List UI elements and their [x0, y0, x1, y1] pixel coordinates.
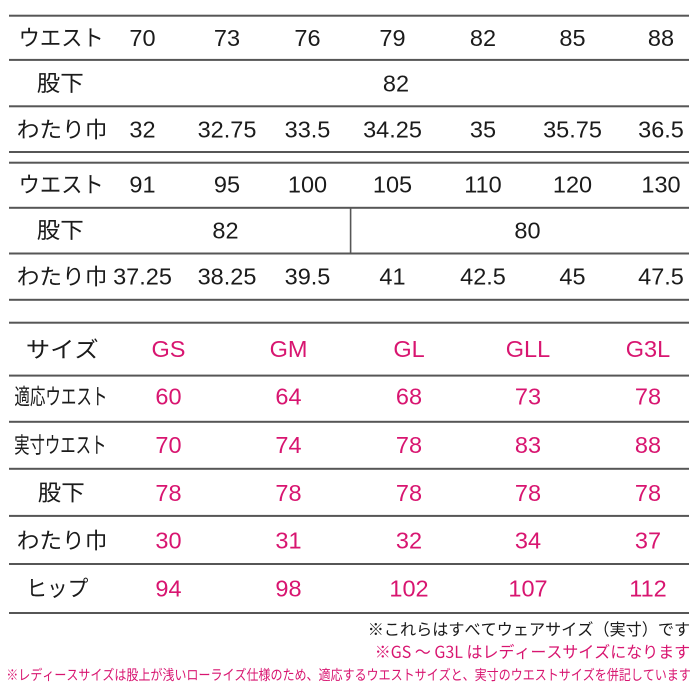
- svg-text:70: 70: [129, 25, 155, 51]
- svg-text:73: 73: [214, 25, 240, 51]
- svg-text:GLL: GLL: [506, 336, 550, 362]
- svg-text:82: 82: [383, 71, 409, 97]
- svg-text:100: 100: [288, 172, 327, 198]
- svg-text:130: 130: [641, 172, 680, 198]
- svg-text:82: 82: [470, 25, 496, 51]
- svg-text:78: 78: [155, 480, 181, 506]
- svg-text:30: 30: [155, 528, 181, 554]
- svg-text:64: 64: [275, 384, 301, 410]
- svg-text:95: 95: [214, 172, 240, 198]
- svg-text:32: 32: [129, 117, 155, 143]
- svg-text:34.25: 34.25: [363, 117, 422, 143]
- svg-text:102: 102: [389, 575, 428, 601]
- svg-text:120: 120: [553, 172, 592, 198]
- svg-text:35: 35: [470, 117, 496, 143]
- svg-text:41: 41: [379, 264, 405, 290]
- svg-text:37: 37: [635, 528, 661, 554]
- svg-text:83: 83: [515, 432, 541, 458]
- svg-text:79: 79: [379, 25, 405, 51]
- svg-text:34: 34: [515, 528, 541, 554]
- svg-text:G3L: G3L: [626, 336, 670, 362]
- svg-text:45: 45: [559, 264, 585, 290]
- svg-text:85: 85: [559, 25, 585, 51]
- svg-text:91: 91: [129, 172, 155, 198]
- svg-text:32: 32: [396, 528, 422, 554]
- svg-text:110: 110: [464, 172, 501, 198]
- svg-text:88: 88: [635, 432, 661, 458]
- svg-text:GL: GL: [393, 336, 424, 362]
- svg-text:60: 60: [155, 384, 181, 410]
- svg-text:82: 82: [212, 218, 238, 244]
- svg-text:38.25: 38.25: [198, 264, 257, 290]
- svg-text:105: 105: [373, 172, 412, 198]
- svg-text:78: 78: [396, 480, 422, 506]
- svg-text:32.75: 32.75: [198, 117, 257, 143]
- svg-text:98: 98: [275, 575, 301, 601]
- svg-text:74: 74: [275, 432, 301, 458]
- svg-text:73: 73: [515, 384, 541, 410]
- svg-text:70: 70: [155, 432, 181, 458]
- svg-text:80: 80: [514, 218, 540, 244]
- svg-text:88: 88: [648, 25, 674, 51]
- svg-text:78: 78: [635, 480, 661, 506]
- svg-text:GS: GS: [152, 336, 186, 362]
- svg-text:37.25: 37.25: [113, 264, 172, 290]
- svg-text:78: 78: [396, 432, 422, 458]
- svg-text:68: 68: [396, 384, 422, 410]
- svg-text:GM: GM: [270, 336, 308, 362]
- svg-text:31: 31: [275, 528, 301, 554]
- svg-text:39.5: 39.5: [285, 264, 331, 290]
- svg-text:78: 78: [635, 384, 661, 410]
- svg-text:35.75: 35.75: [543, 117, 602, 143]
- svg-text:78: 78: [515, 480, 541, 506]
- svg-text:47.5: 47.5: [638, 264, 684, 290]
- svg-text:76: 76: [294, 25, 320, 51]
- svg-text:107: 107: [508, 575, 547, 601]
- svg-text:36.5: 36.5: [638, 117, 684, 143]
- svg-text:78: 78: [275, 480, 301, 506]
- svg-text:112: 112: [629, 575, 666, 601]
- svg-text:33.5: 33.5: [285, 117, 331, 143]
- svg-text:42.5: 42.5: [460, 264, 506, 290]
- svg-text:94: 94: [155, 575, 181, 601]
